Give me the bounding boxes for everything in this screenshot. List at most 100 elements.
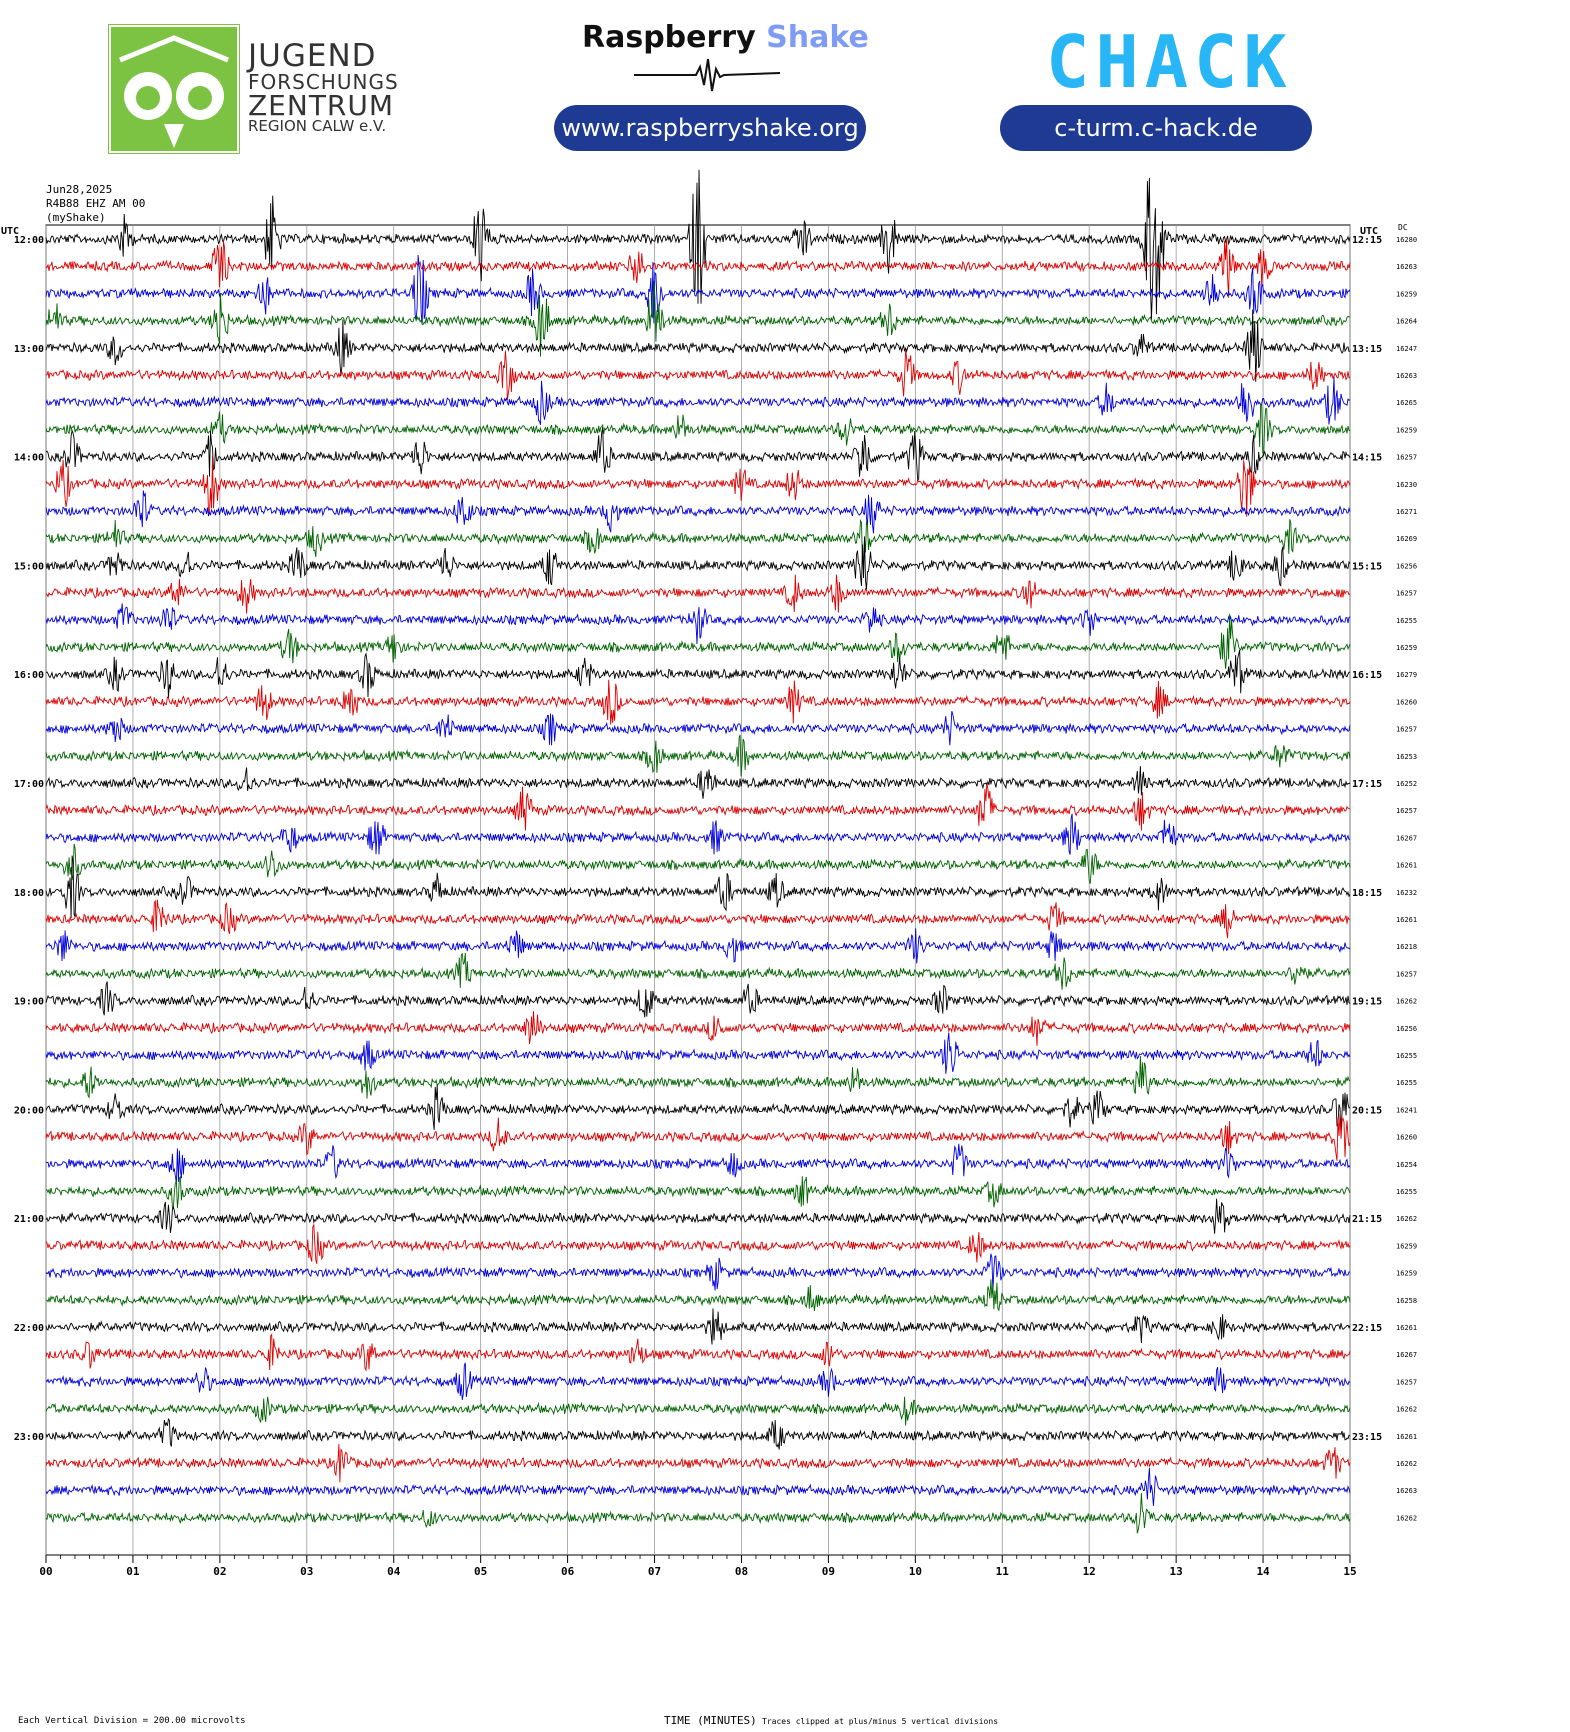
plot-source: (myShake)	[46, 211, 106, 224]
trace-line	[45, 899, 1351, 939]
right-time-label: 22:15	[1352, 1323, 1382, 1334]
dc-value: 16258	[1396, 1297, 1417, 1305]
right-time-label: 12:15	[1352, 235, 1382, 246]
trace-line	[45, 536, 1351, 590]
dc-value: 16252	[1396, 780, 1417, 788]
trace-line	[45, 766, 1351, 799]
dc-value: 16263	[1396, 263, 1417, 271]
trace-line	[45, 1253, 1350, 1293]
trace-line	[45, 679, 1351, 725]
dc-value: 16255	[1396, 1052, 1417, 1060]
dc-value: 16271	[1396, 508, 1417, 516]
utc-left-label: UTC	[1, 226, 19, 237]
dc-value: 16262	[1396, 998, 1417, 1006]
dc-value: 16253	[1396, 753, 1417, 761]
x-tick-label: 09	[822, 1565, 835, 1578]
left-time-label: 20:00	[14, 1105, 44, 1116]
dc-value: 16257	[1396, 454, 1417, 462]
dc-value: 16262	[1396, 1215, 1417, 1223]
jfz-name-line4: REGION CALW e.V.	[248, 117, 387, 135]
trace-line	[45, 734, 1351, 777]
trace-line	[45, 613, 1351, 669]
jfz-name-line3: ZENTRUM	[248, 89, 395, 122]
dc-value: 16247	[1396, 345, 1417, 353]
trace-line	[45, 280, 1351, 357]
trace-line	[45, 574, 1351, 614]
plot-station: R4B88 EHZ AM 00	[46, 197, 145, 210]
rs-brand-part2: Shake	[766, 20, 869, 55]
dc-value: 16218	[1396, 943, 1417, 951]
right-time-label: 21:15	[1352, 1214, 1382, 1225]
right-time-label: 23:15	[1352, 1432, 1382, 1443]
x-tick-label: 07	[648, 1565, 661, 1578]
x-tick-label: 15	[1343, 1565, 1356, 1578]
trace-line	[46, 1279, 1351, 1312]
dc-value: 16259	[1396, 1242, 1417, 1250]
dc-value: 16256	[1396, 1025, 1417, 1033]
left-time-label: 21:00	[14, 1214, 44, 1225]
x-tick-label: 05	[474, 1565, 487, 1578]
trace-line	[45, 603, 1351, 645]
trace-line	[45, 843, 1351, 884]
left-time-label: 13:00	[14, 344, 44, 355]
chack-url-pill[interactable]: c-turm.c-hack.de	[1000, 105, 1312, 151]
dc-value: 16267	[1396, 1351, 1417, 1359]
trace-line	[45, 1113, 1351, 1161]
trace-line	[45, 1055, 1351, 1099]
right-time-label: 19:15	[1352, 997, 1382, 1008]
plot-grid	[45, 224, 1351, 1563]
x-tick-label: 06	[561, 1565, 575, 1578]
trace-line	[45, 928, 1351, 964]
x-tick-label: 01	[126, 1565, 140, 1578]
left-time-label: 22:00	[14, 1323, 44, 1334]
plot-labels: 00 01 02 03 04 05 06 07 08 09 10 11 12 13 14 15 16280 12:…	[14, 235, 1417, 1578]
trace-line	[45, 1223, 1351, 1264]
trace-line	[45, 1333, 1351, 1372]
rs-url-pill[interactable]: www.raspberryshake.org	[554, 105, 866, 151]
jfz-name-line1: JUGEND	[248, 38, 377, 74]
scale-note: Each Vertical Division = 200.00 microvol…	[18, 1716, 246, 1726]
trace-line	[45, 1362, 1351, 1400]
x-tick-label: 13	[1170, 1565, 1183, 1578]
utc-right-label: UTC	[1360, 226, 1378, 237]
trace-line	[45, 710, 1351, 746]
x-tick-label: 00	[39, 1565, 52, 1578]
trace-line	[45, 376, 1351, 426]
x-tick-label: 14	[1256, 1565, 1270, 1578]
dc-value: 16263	[1396, 1487, 1417, 1495]
dc-value: 16255	[1396, 617, 1417, 625]
x-axis-label: TIME (MINUTES)	[664, 1714, 757, 1727]
jfz-name-line2: FORSCHUNGS	[248, 70, 399, 94]
dc-value: 16261	[1396, 862, 1417, 870]
right-time-label: 13:15	[1352, 344, 1382, 355]
left-time-label: 16:00	[14, 670, 44, 681]
trace-line	[45, 455, 1351, 517]
dc-value: 16257	[1396, 1378, 1417, 1386]
x-tick-label: 12	[1083, 1565, 1096, 1578]
trace-line	[45, 981, 1351, 1018]
rs-brand-part1: Raspberry	[582, 20, 756, 55]
right-time-label: 16:15	[1352, 670, 1382, 681]
right-time-label: 15:15	[1352, 561, 1382, 572]
dc-value: 16269	[1396, 535, 1417, 543]
chack-logo: CHACK	[1046, 20, 1293, 104]
dc-value: 16259	[1396, 426, 1417, 434]
rs-brand: Raspberry Shake	[582, 20, 869, 55]
dc-value: 16256	[1396, 562, 1417, 570]
dc-value: 16257	[1396, 590, 1417, 598]
x-tick-label: 11	[996, 1565, 1010, 1578]
trace-line	[45, 813, 1351, 855]
x-tick-label: 03	[300, 1565, 313, 1578]
dc-value: 16259	[1396, 290, 1417, 298]
rs-wave-icon	[634, 58, 781, 92]
trace-line	[45, 855, 1351, 919]
dc-value: 16255	[1396, 1188, 1417, 1196]
trace-line	[45, 1418, 1351, 1450]
dc-value: 16259	[1396, 1270, 1417, 1278]
left-time-label: 15:00	[14, 561, 44, 572]
trace-line	[45, 1493, 1351, 1534]
trace-line	[45, 254, 1351, 325]
dc-value: 16257	[1396, 726, 1417, 734]
dc-value: 16261	[1396, 1433, 1417, 1441]
dc-value: 16267	[1396, 834, 1417, 842]
